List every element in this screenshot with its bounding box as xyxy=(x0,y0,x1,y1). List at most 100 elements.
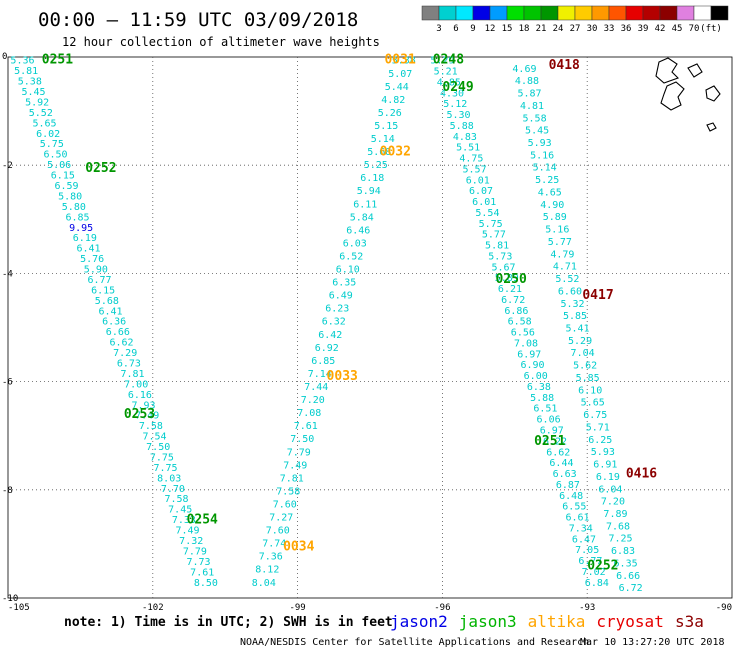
colorbar-label: 21 xyxy=(536,24,547,34)
colorbar-label: 18 xyxy=(519,24,530,34)
colorbar-swatch xyxy=(506,5,525,21)
plot-frame xyxy=(7,56,733,599)
chart-title: 00:00 – 11:59 UTC 03/09/2018 xyxy=(38,9,358,31)
color-scale-bar: 3 6 9 12 15 18 21 24 27 30 33 36 39 42 45 70 (ft) xyxy=(421,5,729,34)
wave-height-label: 6.83 xyxy=(611,546,635,557)
wave-height-label: 7.73 xyxy=(187,557,211,568)
wave-height-label: 5.94 xyxy=(357,186,381,197)
wave-height-label: 5.45 xyxy=(525,126,549,137)
colorbar-swatch xyxy=(676,5,695,21)
wave-height-label: 6.01 xyxy=(472,197,496,208)
pass-label: 0249 xyxy=(442,80,473,95)
wave-height-label: 6.42 xyxy=(318,330,342,341)
colorbar-label: 3 xyxy=(436,24,441,34)
legend-entry: altika xyxy=(528,612,586,631)
wave-height-label: 6.61 xyxy=(565,513,589,524)
wave-height-label: 4.69 xyxy=(512,64,536,75)
pass-label: 0034 xyxy=(283,540,314,555)
wave-height-label: 6.73 xyxy=(117,359,141,370)
island-outline-2 xyxy=(660,81,685,111)
legend-entry: jason3 xyxy=(459,612,517,631)
colorbar-swatch xyxy=(421,5,440,21)
y-tick-label: -2 xyxy=(2,161,13,171)
wave-height-label: 6.97 xyxy=(540,426,564,437)
wave-height-label: 7.29 xyxy=(113,348,137,359)
pass-label: 0251 xyxy=(42,53,73,68)
wave-height-label: 7.74 xyxy=(262,539,286,550)
wave-height-label: 6.25 xyxy=(588,435,612,446)
wave-height-label: 7.20 xyxy=(301,395,325,406)
wave-height-label: 7.60 xyxy=(273,499,297,510)
wave-height-label: 6.10 xyxy=(336,265,360,276)
wave-height-label: 7.45 xyxy=(168,505,192,516)
wave-height-label: 8.50 xyxy=(194,578,218,589)
wave-height-label: 6.72 xyxy=(619,583,643,594)
wave-height-label: 7.49 xyxy=(135,411,159,422)
colorbar-label: 24 xyxy=(553,24,564,34)
wave-height-label: 7.75 xyxy=(153,463,177,474)
wave-height-label: 5.75 xyxy=(479,219,503,230)
colorbar-swatch xyxy=(693,5,712,21)
wave-height-label: 6.59 xyxy=(54,181,78,192)
wave-height-label: 7.14 xyxy=(308,369,332,380)
wave-height-label: 7.70 xyxy=(161,484,185,495)
colorbar-label: 36 xyxy=(621,24,632,34)
wave-height-label: 6.85 xyxy=(65,212,89,223)
wave-height-label: 7.00 xyxy=(124,379,148,390)
wave-height-label: 6.91 xyxy=(593,460,617,471)
x-tick-label: -90 xyxy=(716,603,732,613)
wave-height-label: 6.66 xyxy=(616,571,640,582)
y-tick-label: -8 xyxy=(2,486,13,496)
wave-height-label: 5.12 xyxy=(443,99,467,110)
wave-height-label: 7.58 xyxy=(276,486,300,497)
wave-height-label: 5.29 xyxy=(568,336,592,347)
wave-height-label: 6.75 xyxy=(583,410,607,421)
wave-height-label: 6.47 xyxy=(572,534,596,545)
wave-height-label: 4.85 xyxy=(437,77,461,88)
wave-height-label: 6.41 xyxy=(76,244,100,255)
wave-height-label: 6.56 xyxy=(511,328,535,339)
wave-height-label: 7.81 xyxy=(120,369,144,380)
wave-height-label: 5.93 xyxy=(591,447,615,458)
wave-height-label: 5.41 xyxy=(565,324,589,335)
wave-height-label: 6.36 xyxy=(102,317,126,328)
wave-height-label: 6.48 xyxy=(559,491,583,502)
pass-label: 0417 xyxy=(582,288,613,303)
colorbar-swatch xyxy=(540,5,559,21)
wave-height-label: 7.54 xyxy=(142,432,166,443)
satellite-legend: jason2 jason3 altika cryosat s3a xyxy=(390,612,704,631)
colorbar-label: 6 xyxy=(453,24,458,34)
wave-height-label: 5.26 xyxy=(378,108,402,119)
wave-height-label: 4.65 xyxy=(538,187,562,198)
wave-height-label: 5.93 xyxy=(528,138,552,149)
wave-height-label: 7.02 xyxy=(582,567,606,578)
wave-height-label: 7.27 xyxy=(269,513,293,524)
footer-credit: NOAA/NESDIS Center for Satellite Applica… xyxy=(240,637,589,648)
wave-height-label: 6.62 xyxy=(546,447,570,458)
wave-height-label: 7.08 xyxy=(297,408,321,419)
wave-height-label: 8.12 xyxy=(255,565,279,576)
footer-note: note: 1) Time is in UTC; 2) SWH is in fe… xyxy=(64,615,393,630)
colorbar-swatch xyxy=(523,5,542,21)
wave-height-label: 6.35 xyxy=(614,558,638,569)
wave-height-label: 5.77 xyxy=(548,237,572,248)
wave-height-label: 7.79 xyxy=(287,447,311,458)
wave-height-label: 5.84 xyxy=(350,212,374,223)
wave-height-label: 6.18 xyxy=(360,173,384,184)
wave-height-label: 4.81 xyxy=(520,101,544,112)
wave-height-label: 5.38 xyxy=(18,77,42,88)
wave-height-label: 6.66 xyxy=(106,327,130,338)
wave-height-label: 7.89 xyxy=(603,509,627,520)
wave-height-label: 5.90 xyxy=(84,265,108,276)
wave-height-label: 5.80 xyxy=(58,191,82,202)
axis-tick-labels: -105 -102 -99 -96 -93 -90 0 -2 -4 -6 -8 -10 xyxy=(2,52,732,613)
wave-height-label: 5.52 xyxy=(29,108,53,119)
colorbar-swatch xyxy=(608,5,627,21)
x-tick-label: -105 xyxy=(8,603,30,613)
wave-height-label: 5.68 xyxy=(95,296,119,307)
wave-height-label: 6.10 xyxy=(578,385,602,396)
wave-height-label: 6.00 xyxy=(524,371,548,382)
wave-height-label: 5.38 xyxy=(392,56,416,67)
